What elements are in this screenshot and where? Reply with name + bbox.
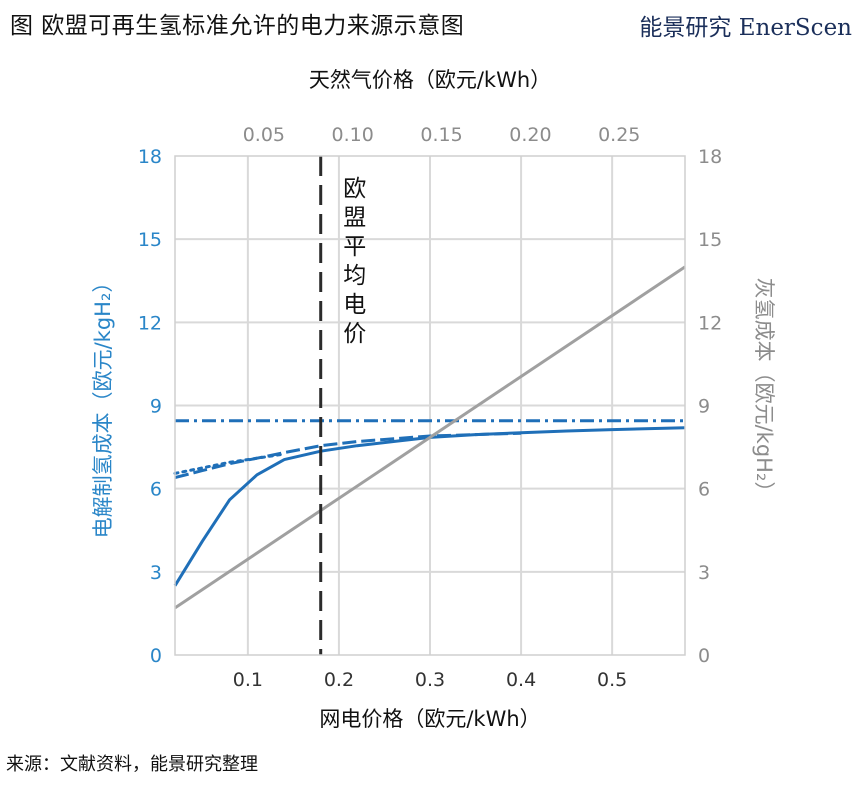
series-group — [173, 265, 686, 610]
annotation-char: 盟 — [343, 205, 366, 231]
plot-frame — [174, 155, 686, 656]
annotation-char: 平 — [343, 234, 366, 260]
series-line-3-dotted — [173, 452, 286, 475]
y2-tick-label: 18 — [698, 146, 722, 168]
y-tick-label: 9 — [150, 396, 162, 418]
grid — [175, 156, 685, 655]
annotation-char: 电 — [343, 292, 366, 318]
x-tick-label: 0.4 — [506, 669, 536, 691]
x2-tick-label: 0.15 — [420, 124, 462, 146]
y-tick-label: 3 — [150, 562, 162, 584]
y2-tick-label: 0 — [698, 645, 710, 667]
series-line-5-solid — [174, 265, 686, 610]
x-tick-label: 0.2 — [324, 669, 354, 691]
series-line-1-solid — [173, 426, 686, 587]
y-tick-label: 12 — [138, 312, 162, 334]
annotation-char: 价 — [343, 321, 366, 347]
ticks: 0 0 3 3 6 6 9 9 12 12 15 15 18 18 0.1 0.2 0.3 0.4 0.5 0.05 0… — [138, 124, 722, 691]
y-axis-title: 电解制氢成本（欧元/kgH₂） — [91, 272, 115, 539]
y-tick-label: 15 — [138, 229, 162, 251]
x-tick-label: 0.1 — [233, 669, 263, 691]
x2-tick-label: 0.10 — [332, 124, 374, 146]
source-note: 来源：文献资料，能景研究整理 — [6, 754, 258, 775]
x2-tick-label: 0.25 — [598, 124, 640, 146]
y2-axis-title: 灰氢成本（欧元/kgH₂） — [752, 278, 776, 503]
y-tick-label: 18 — [138, 146, 162, 168]
y-tick-label: 0 — [150, 645, 162, 667]
chart-title: 图 欧盟可再生氢标准允许的电力来源示意图 — [10, 13, 465, 39]
x2-tick-label: 0.20 — [509, 124, 551, 146]
series-line-2-dashed — [174, 431, 522, 480]
x-tick-label: 0.5 — [597, 669, 627, 691]
x-axis-title: 网电价格（欧元/kWh） — [319, 707, 540, 731]
y2-tick-label: 12 — [698, 312, 722, 334]
annotation-char: 欧 — [343, 176, 366, 202]
chart: 0 0 3 3 6 6 9 9 12 12 15 15 18 18 0.1 0.2 0.3 0.4 0.5 0.05 0… — [91, 68, 776, 731]
x-tick-label: 0.3 — [415, 669, 445, 691]
y2-tick-label: 9 — [698, 396, 710, 418]
y2-tick-label: 15 — [698, 229, 722, 251]
x2-axis-title: 天然气价格（欧元/kWh） — [309, 68, 551, 92]
brand-logo: 能景研究 EnerScen — [639, 15, 852, 41]
y2-tick-label: 6 — [698, 479, 710, 501]
x2-tick-label: 0.05 — [243, 124, 285, 146]
annotation-char: 均 — [343, 263, 366, 289]
y2-tick-label: 3 — [698, 562, 710, 584]
y-tick-label: 6 — [150, 479, 162, 501]
